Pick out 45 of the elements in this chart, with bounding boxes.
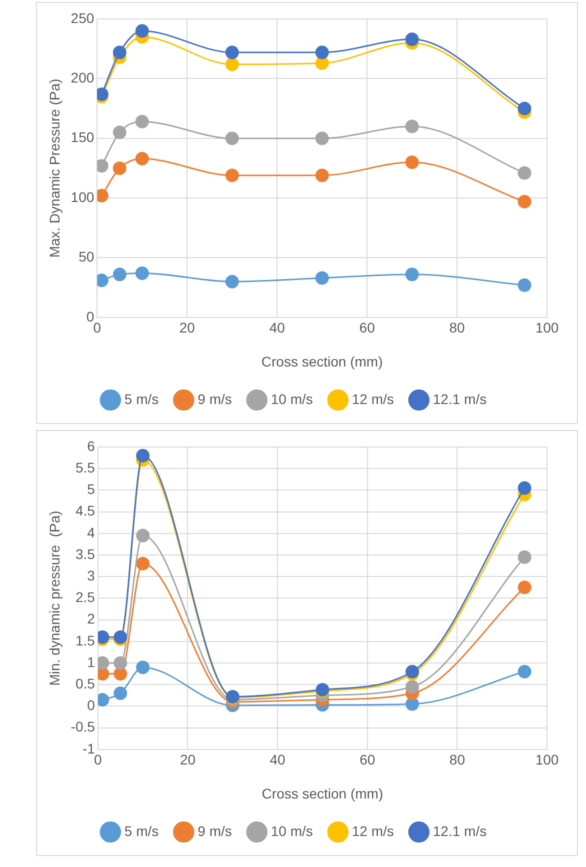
x-tick-label: 80 xyxy=(449,752,466,768)
y-tick-label: 5.5 xyxy=(75,459,96,476)
y-tick-label: 250 xyxy=(70,10,94,26)
y-axis-title: Max. Dynamic Pressure (Pa) xyxy=(46,78,62,258)
legend-label: 12 m/s xyxy=(352,822,394,839)
y-tick-label: 1.5 xyxy=(75,632,96,648)
x-tick-label: 60 xyxy=(360,752,376,768)
x-axis-title: Cross section (mm) xyxy=(262,785,384,802)
y-tick-label: 6 xyxy=(87,438,96,454)
x-tick-label: 20 xyxy=(179,320,196,336)
y-tick-label: 200 xyxy=(70,70,94,86)
legend-label: 10 m/s xyxy=(270,822,313,839)
y-tick-label: -1 xyxy=(82,740,96,756)
y-axis-title: Min. dynamic pressure (Pa) xyxy=(46,510,62,686)
x-tick-label: 40 xyxy=(270,752,286,768)
legend-label: 10 m/s xyxy=(270,390,313,407)
y-tick-label: 2.5 xyxy=(75,589,96,606)
y-tick-label: 150 xyxy=(70,129,94,146)
y-tick-label: -0.5 xyxy=(70,718,96,735)
legend-label: 9 m/s xyxy=(198,822,232,839)
x-tick-label: 100 xyxy=(535,752,559,768)
y-tick-label: 4.5 xyxy=(75,502,96,519)
x-tick-label: 20 xyxy=(180,752,196,768)
legend-label: 5 m/s xyxy=(124,822,159,839)
x-tick-label: 60 xyxy=(359,320,376,336)
legend-label: 5 m/s xyxy=(124,390,159,407)
y-tick-label: 0 xyxy=(87,697,96,714)
y-tick-label: 3 xyxy=(87,567,96,584)
y-tick-label: 1 xyxy=(87,654,96,670)
x-tick-label: 40 xyxy=(269,320,286,336)
y-tick-label: 4 xyxy=(87,524,96,540)
y-tick-label: 2 xyxy=(87,610,96,627)
legend-label: 12 m/s xyxy=(352,390,394,407)
legend-label: 12.1 m/s xyxy=(432,822,487,839)
y-tick-label: 3.5 xyxy=(75,546,96,562)
x-axis-title: Cross section (mm) xyxy=(261,353,383,370)
legend-label: 12.1 m/s xyxy=(432,390,487,407)
y-tick-label: 0 xyxy=(86,308,94,324)
y-tick-label: 0.5 xyxy=(75,675,96,692)
y-tick-label: 50 xyxy=(78,248,94,265)
y-tick-label: 5 xyxy=(87,481,96,498)
x-tick-label: 100 xyxy=(535,320,559,336)
x-tick-label: 80 xyxy=(449,320,466,336)
legend-label: 9 m/s xyxy=(198,390,232,407)
y-tick-label: 100 xyxy=(70,188,94,205)
